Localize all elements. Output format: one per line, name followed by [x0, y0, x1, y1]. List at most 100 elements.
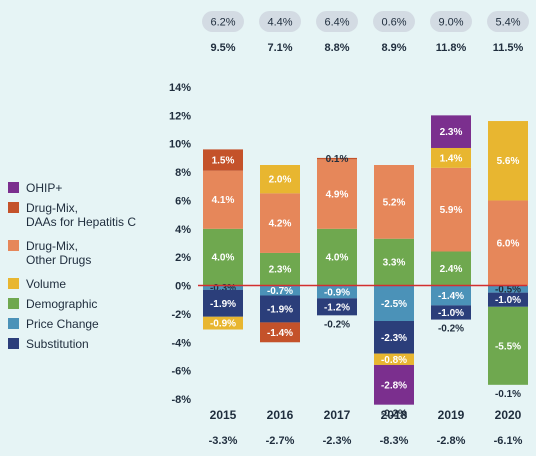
bar-segment-label: 3.3%	[383, 258, 406, 269]
legend-label: Drug-Mix,	[26, 201, 78, 215]
top-row-value: 5.4%	[495, 17, 520, 29]
legend-label: Demographic	[26, 297, 97, 311]
y-tick-label: 14%	[169, 82, 191, 94]
bar-segment-price-change	[431, 285, 471, 306]
bar-segment-demographic	[431, 251, 471, 286]
y-axis: 14% 12% 10% 8% 6% 4% 2% 0% -2% -4% -6% -8%	[169, 82, 191, 406]
bar-segment-label: -1.4%	[267, 328, 293, 339]
bar-segment-label: 1.4%	[440, 153, 463, 164]
bottom-summary-row: -3.3% -2.7% -2.3% -8.3% -2.8% -6.1%	[209, 435, 523, 447]
y-tick-label: -4%	[171, 337, 191, 349]
bottom-row-value: -2.8%	[437, 435, 466, 447]
y-tick-label: 12%	[169, 110, 191, 122]
bar-segment-label: 2.0%	[269, 175, 292, 186]
x-axis: 2015 2016 2017 2018 2019 2020	[210, 408, 522, 422]
bar-segment-volume	[203, 316, 243, 330]
bar-segment-drug-mix-other-drugs	[374, 165, 414, 239]
bottom-row-value: -2.3%	[323, 435, 352, 447]
bar-segment-label: -0.7%	[267, 286, 293, 297]
top-row-pill	[430, 11, 472, 32]
legend-swatch	[8, 202, 19, 213]
legend-label: DAAs for Hepatitis C	[26, 215, 136, 229]
y-tick-label: 10%	[169, 139, 191, 151]
bar-segment-label: -0.3%	[210, 283, 236, 294]
top-row-pill	[373, 11, 415, 32]
y-tick-label: 2%	[175, 252, 191, 264]
x-tick-label: 2020	[495, 408, 522, 422]
bar-segment-label: -2.8%	[381, 380, 407, 391]
legend-label: Other Drugs	[26, 253, 91, 267]
bar-segment-drug-mix-daas-for-hepatitis-c	[203, 149, 243, 171]
bar-segment-substitution	[260, 295, 300, 323]
bar-segment-drug-mix-daas-for-hepatitis-c	[260, 322, 300, 343]
legend-swatch	[8, 278, 19, 289]
bar-segment-label: -1.2%	[324, 302, 350, 313]
y-tick-label: 8%	[175, 167, 191, 179]
top-row-pill	[316, 11, 358, 32]
bar-segment-drug-mix-other-drugs	[431, 167, 471, 252]
bar-segment-volume	[260, 165, 300, 194]
legend-label: Price Change	[26, 317, 99, 331]
bar-segment-label: 4.0%	[212, 253, 235, 264]
bar-segment-label: -5.5%	[495, 341, 521, 352]
y-tick-label: 4%	[175, 224, 191, 236]
top-summary-rows: 6.2% 4.4% 6.4% 0.6% 9.0% 5.4% 9.5% 7.1% 8.8% 8.9%…	[202, 11, 529, 54]
bar-segment-demographic	[374, 238, 414, 286]
bar-segment-substitution	[374, 321, 414, 354]
legend-swatch	[8, 298, 19, 309]
bar-segment-label: 5.6%	[497, 156, 520, 167]
bottom-row-value: -3.3%	[209, 435, 238, 447]
bar-segment-volume	[488, 121, 528, 201]
legend-label: Volume	[26, 277, 66, 291]
bar-segment-label: 4.1%	[212, 195, 235, 206]
bar-segment-demographic	[488, 306, 528, 385]
y-tick-label: 6%	[175, 195, 191, 207]
bar-segment-price-change	[203, 285, 243, 290]
y-tick-label: -6%	[171, 366, 191, 378]
legend-swatch	[8, 240, 19, 251]
bars: 4.0% 4.1% 1.5% -0.3% -1.9% -0.9% 2.3% 4.2% 2.0% -…	[203, 115, 528, 420]
bar-segment-demographic	[260, 252, 300, 286]
y-tick-label: 0%	[175, 281, 191, 293]
bar-segment-price-change	[488, 285, 528, 293]
top-row-value: 6.4%	[324, 17, 349, 29]
y-tick-label: -2%	[171, 309, 191, 321]
legend-label: OHIP+	[26, 181, 62, 195]
bar-extra-label: -0.2%	[438, 324, 464, 335]
x-tick-label: 2016	[267, 408, 294, 422]
top-row-value: 4.4%	[267, 17, 292, 29]
bar-segment-label: 4.0%	[326, 253, 349, 264]
top-row-value: 0.6%	[381, 17, 406, 29]
top-row-pill	[259, 11, 301, 32]
x-tick-label: 2019	[438, 408, 465, 422]
bar-segment-label: 1.5%	[212, 156, 235, 167]
bottom-row-value: -2.7%	[266, 435, 295, 447]
bar-segment-label: -1.9%	[267, 304, 293, 315]
bottom-row-value: -6.1%	[494, 435, 523, 447]
bar-segment-substitution	[488, 292, 528, 307]
bar-segment-label: -1.4%	[438, 291, 464, 302]
bar-segment-price-change	[317, 285, 357, 299]
second-row-value: 7.1%	[267, 42, 292, 54]
x-tick-label: 2017	[324, 408, 351, 422]
legend-swatch	[8, 318, 19, 329]
bar-segment-substitution	[431, 305, 471, 320]
bar-segment-label: -0.9%	[324, 287, 350, 298]
second-row-value: 8.8%	[324, 42, 349, 54]
bar-segment-drug-mix-other-drugs	[260, 193, 300, 253]
bar-segment-ohip	[431, 115, 471, 148]
bar-segment-drug-mix-other-drugs	[317, 159, 357, 229]
bar-segment-label: -0.8%	[381, 355, 407, 366]
bar-segment-volume	[431, 147, 471, 168]
second-row-value: 9.5%	[210, 42, 235, 54]
bar-segment-drug-mix-other-drugs	[488, 200, 528, 286]
legend-label: Drug-Mix,	[26, 239, 78, 253]
legend-swatch	[8, 338, 19, 349]
bar-segment-label: 2.3%	[269, 265, 292, 276]
bar-segment-label: -2.5%	[381, 299, 407, 310]
bar-segment-label: -1.0%	[438, 308, 464, 319]
bar-segment-label: -0.9%	[210, 319, 236, 330]
legend: OHIP+Drug-Mix,DAAs for Hepatitis CDrug-M…	[8, 181, 136, 351]
bottom-row-value: -8.3%	[380, 435, 409, 447]
bar-segment-ohip	[374, 364, 414, 405]
